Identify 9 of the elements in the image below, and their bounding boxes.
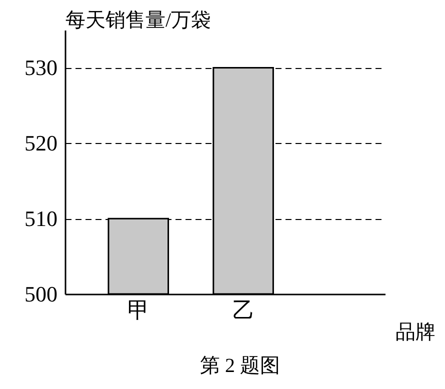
x-tick-label: 乙 [232, 298, 254, 322]
text: 第 2 题图 [200, 355, 280, 377]
x-tick-label: 甲 [127, 298, 150, 322]
y-axis-title: 每天销售量/万袋 [66, 10, 212, 32]
x-axis-title: 品牌 [396, 322, 436, 344]
y-tick-label: 530 [24, 55, 58, 80]
y-tick-label: 500 [24, 282, 58, 306]
y-tick-label: 520 [24, 130, 58, 156]
y-tick-label: 510 [24, 206, 58, 232]
